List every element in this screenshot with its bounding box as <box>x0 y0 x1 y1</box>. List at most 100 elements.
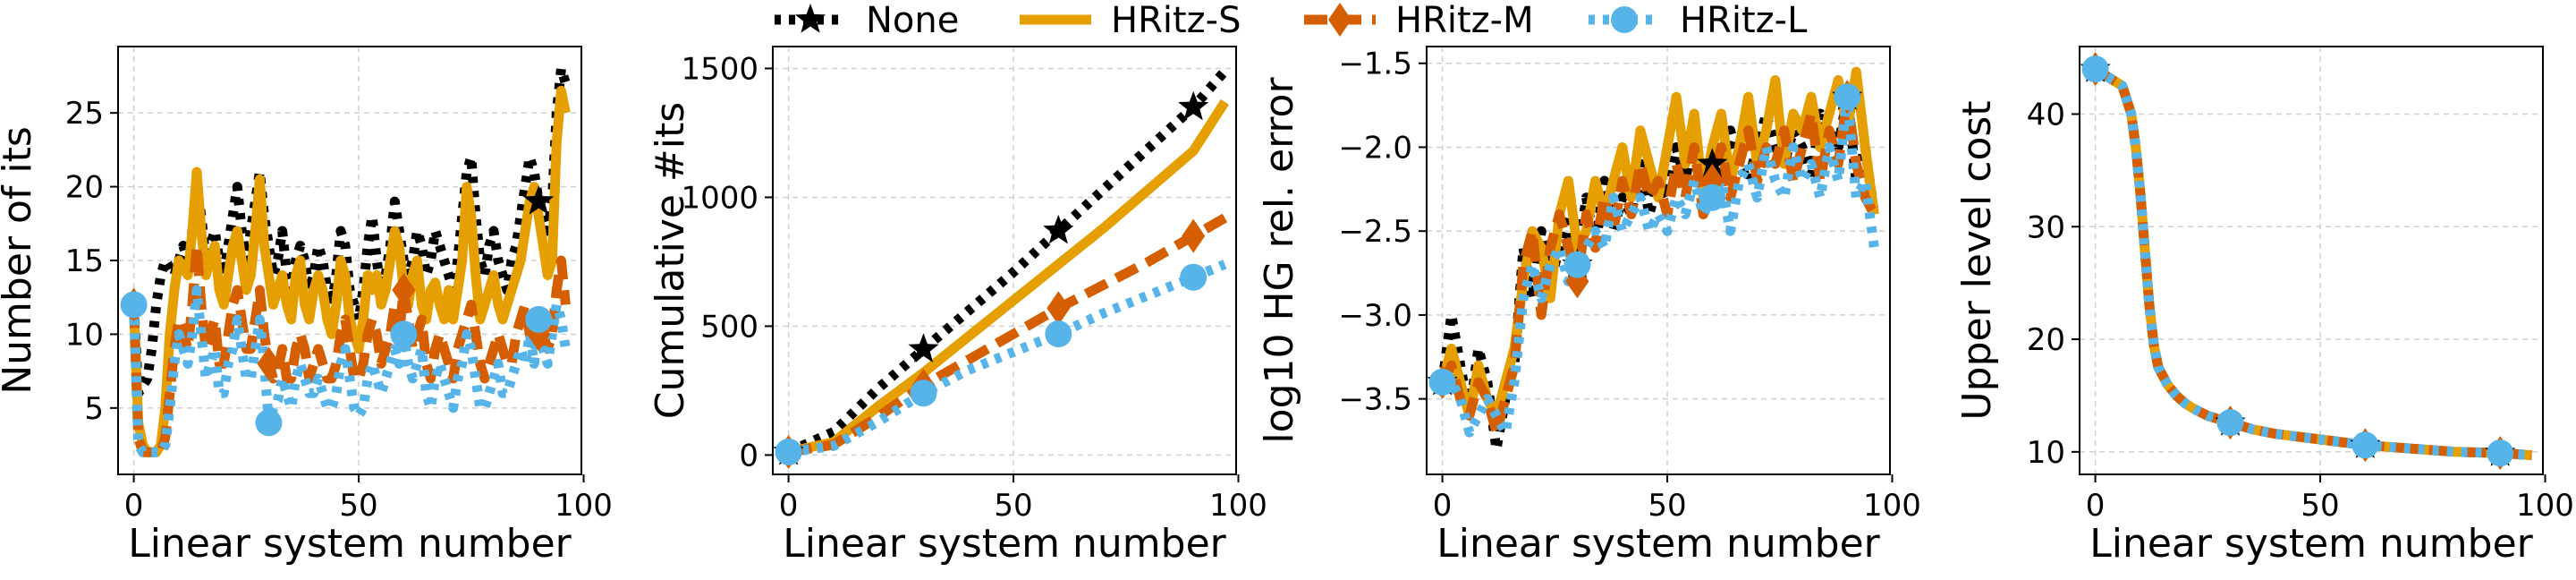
series-line-none <box>2092 64 2532 461</box>
marker-circle-icon <box>1834 83 1861 111</box>
legend-entry-hritz-s: HRitz-S <box>1020 0 1241 41</box>
marker-circle-icon <box>2487 439 2514 467</box>
x-axis-label: Linear system number <box>1436 521 1880 567</box>
chart-panel-3: 0 50 100 −3.5 −3.0 −2.5 −2.0 −1.5 Linear system … <box>1257 46 1921 567</box>
marker-circle-icon <box>775 438 802 465</box>
marker-diamond-icon <box>1182 218 1206 253</box>
plot-area <box>120 64 571 457</box>
marker-circle-icon <box>2351 431 2379 459</box>
y-tick-label: 1500 <box>681 51 758 87</box>
marker-star-icon <box>1178 90 1209 121</box>
series-line-hritz-l <box>129 285 571 457</box>
x-tick-label: 100 <box>1209 488 1267 524</box>
x-tick-label: 0 <box>779 488 799 524</box>
marker-diamond-icon <box>257 346 281 381</box>
legend-label: HRitz-M <box>1395 0 1534 41</box>
series-hritz-m <box>787 213 1228 457</box>
x-axis-label: Linear system number <box>2089 521 2533 567</box>
x-tick-label: 100 <box>1863 488 1921 524</box>
y-tick-label: 20 <box>2027 322 2065 358</box>
series-line-hritz-l <box>1442 91 1879 438</box>
tick-labels: 0 50 100 10 20 30 40 <box>2027 97 2574 524</box>
legend-entry-none: None <box>775 0 959 41</box>
grid <box>1427 47 1890 474</box>
legend-label: HRitz-L <box>1680 0 1808 41</box>
series-hritz-m <box>129 241 571 457</box>
marker-circle-icon <box>1699 183 1726 211</box>
series-line-hritz-s <box>787 98 1230 457</box>
y-tick-label: −3.0 <box>1338 298 1412 334</box>
plot-area <box>773 67 1230 469</box>
legend-marker-star-icon <box>794 4 826 33</box>
y-tick-label: 25 <box>65 96 104 132</box>
x-tick-label: 100 <box>2516 488 2574 524</box>
marker-circle-icon <box>1563 251 1591 278</box>
x-tick-label: 100 <box>555 488 613 524</box>
marker-diamond-icon <box>1046 291 1071 326</box>
y-tick-label: 20 <box>65 170 104 206</box>
y-tick-label: 0 <box>739 438 758 473</box>
x-tick-label: 0 <box>124 488 144 524</box>
series-hritz-l <box>787 260 1227 457</box>
plot-area <box>2080 52 2532 471</box>
marker-diamond-icon <box>392 272 416 307</box>
grid <box>773 47 1236 474</box>
marker-circle-icon <box>1428 368 1456 396</box>
legend-marker-circle-icon <box>1611 6 1638 33</box>
series-line-hritz-s <box>2092 64 2532 461</box>
marker-circle-icon <box>525 305 553 333</box>
series-hritz-s <box>787 98 1230 457</box>
series-none <box>786 67 1229 456</box>
marker-star-icon <box>523 185 555 215</box>
marker-circle-icon <box>255 409 283 437</box>
marker-star-icon <box>1697 148 1728 177</box>
series-hritz-l <box>129 285 571 457</box>
y-tick-label: 1000 <box>681 180 758 216</box>
y-tick-label: 10 <box>2027 435 2065 471</box>
tick-labels: 0 50 100 −3.5 −3.0 −2.5 −2.0 −1.5 <box>1338 47 1921 524</box>
x-tick-label: 0 <box>2086 488 2106 524</box>
y-tick-label: −1.5 <box>1338 47 1412 82</box>
y-axis-label: Upper level cost <box>1954 100 2000 420</box>
y-tick-label: 10 <box>65 317 104 353</box>
x-tick-label: 50 <box>2301 488 2339 524</box>
marker-star-icon <box>908 333 939 362</box>
axes-frame <box>1426 46 1891 475</box>
series-none <box>2092 64 2532 461</box>
x-axis-label: Linear system number <box>128 521 572 567</box>
marker-circle-icon <box>390 320 418 348</box>
legend-label: None <box>866 0 959 41</box>
y-tick-label: −3.5 <box>1338 382 1412 418</box>
marker-circle-icon <box>2081 55 2109 83</box>
y-tick-label: 40 <box>2027 97 2065 132</box>
y-tick-label: 30 <box>2027 209 2065 245</box>
y-tick-label: −2.0 <box>1338 130 1412 166</box>
axes-frame <box>2079 46 2544 475</box>
y-tick-label: 5 <box>84 391 104 427</box>
legend: None HRitz-S HRitz-M HRitz-L <box>775 0 1808 41</box>
y-tick-label: 15 <box>65 243 104 279</box>
chart-panel-1: 0 50 100 5 10 15 20 25 Linear system number Numbe… <box>0 46 613 567</box>
series-line-hritz-m <box>2092 64 2532 461</box>
marker-circle-icon <box>1045 320 1072 348</box>
chart-panel-4: 0 50 100 10 20 30 40 Linear system number Upper … <box>1954 46 2574 567</box>
y-tick-label: −2.5 <box>1338 214 1412 250</box>
tick-labels: 0 50 100 5 10 15 20 25 <box>65 96 613 524</box>
marker-circle-icon <box>910 380 937 407</box>
series-line-hritz-m <box>1437 91 1879 438</box>
y-tick-label: 500 <box>700 309 758 345</box>
series-line-hritz-l <box>2092 64 2532 461</box>
marker-circle-icon <box>1180 263 1208 291</box>
marker-star-icon <box>1043 214 1074 244</box>
marker-circle-icon <box>2216 409 2244 437</box>
series-line-none <box>786 67 1229 456</box>
x-tick-label: 50 <box>994 488 1032 524</box>
series-hritz-l <box>2092 64 2532 461</box>
axes-frame <box>772 46 1237 475</box>
series-line-hritz-m <box>129 241 571 457</box>
series-line-hritz-l <box>787 260 1227 457</box>
y-axis-label: Cumulative #its <box>648 102 693 419</box>
